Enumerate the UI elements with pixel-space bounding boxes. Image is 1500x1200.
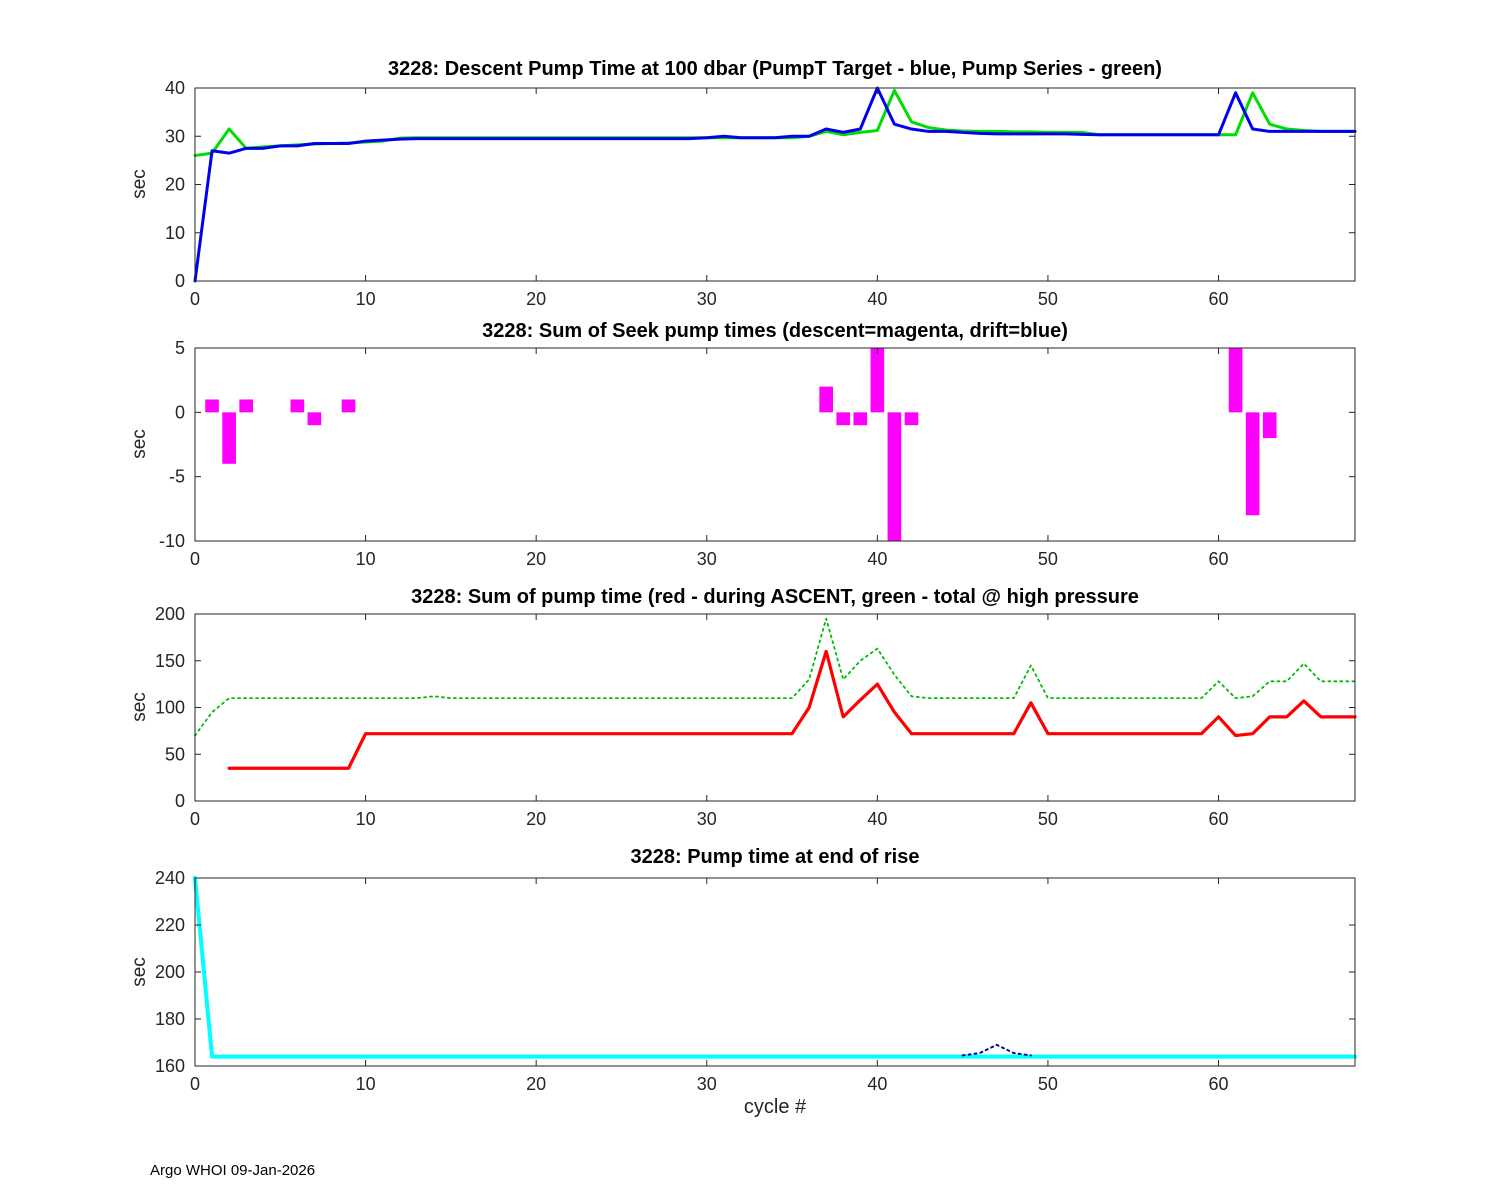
x-tick-label: 40 — [867, 549, 887, 569]
x-tick-label: 30 — [697, 549, 717, 569]
y-tick-label: 240 — [155, 868, 185, 888]
plot4-title: 3228: Pump time at end of rise — [630, 846, 920, 868]
y-tick-label: 40 — [165, 78, 185, 98]
series-pump time at end of rise — [193, 876, 1357, 1059]
x-tick-label: 10 — [356, 1074, 376, 1094]
y-tick-label: 200 — [155, 962, 185, 982]
x-tick-label: 20 — [526, 549, 546, 569]
x-tick-label: 20 — [526, 289, 546, 309]
y-tick-label: 180 — [155, 1009, 185, 1029]
bar-descent — [1262, 412, 1277, 439]
plot1-title: 3228: Descent Pump Time at 100 dbar (Pum… — [388, 58, 1162, 80]
x-tick-label: 40 — [867, 809, 887, 829]
y-tick-label: 160 — [155, 1056, 185, 1076]
series-dotted bump — [961, 1043, 1032, 1057]
plot2-title: 3228: Sum of Seek pump times (descent=ma… — [482, 320, 1068, 342]
x-tick-label: 40 — [867, 1074, 887, 1094]
bar-descent — [870, 348, 885, 413]
plot4-ylabel: sec — [129, 957, 150, 987]
x-tick-label: 60 — [1209, 809, 1229, 829]
bar-descent — [819, 386, 833, 413]
bar-descent — [904, 412, 919, 426]
x-axis-label: cycle # — [743, 1096, 807, 1118]
y-tick-label: 5 — [175, 338, 185, 358]
x-tick-label: 50 — [1038, 809, 1058, 829]
x-tick-label: 0 — [190, 289, 200, 309]
y-tick-label: 0 — [175, 271, 185, 291]
y-tick-label: 200 — [155, 604, 185, 624]
x-tick-label: 60 — [1209, 549, 1229, 569]
y-tick-label: 30 — [165, 126, 185, 146]
x-tick-label: 50 — [1038, 549, 1058, 569]
bar-descent — [239, 399, 253, 413]
x-tick-label: 0 — [190, 1074, 200, 1094]
bar-descent — [853, 412, 868, 426]
plot1-ylabel: sec — [129, 169, 150, 199]
axes-box — [194, 877, 1356, 1067]
x-tick-label: 60 — [1209, 1074, 1229, 1094]
series-PumpT Target — [193, 86, 1357, 283]
axes-box — [194, 613, 1356, 802]
plot3-title: 3228: Sum of pump time (red - during ASC… — [411, 586, 1139, 608]
plot-2: 0 10 20 30 40 50 60 -10 -5 0 5 — [159, 338, 1356, 569]
y-tick-label: 50 — [165, 744, 185, 764]
y-tick-label: 10 — [165, 223, 185, 243]
x-tick-label: 30 — [697, 1074, 717, 1094]
axes-box — [194, 347, 1356, 542]
x-tick-label: 30 — [697, 809, 717, 829]
x-tick-label: 0 — [190, 549, 200, 569]
plot3-ylabel: sec — [129, 692, 150, 722]
series-during ASCENT — [227, 649, 1357, 770]
x-tick-label: 10 — [356, 289, 376, 309]
bar-descent — [205, 399, 219, 413]
x-tick-label: 10 — [356, 809, 376, 829]
y-tick-label: 150 — [155, 651, 185, 671]
x-tick-label: 10 — [356, 549, 376, 569]
x-tick-label: 20 — [526, 1074, 546, 1094]
y-tick-label: 100 — [155, 698, 185, 718]
bar-descent — [290, 399, 305, 413]
plot2-ylabel: sec — [129, 429, 150, 459]
x-tick-label: 30 — [697, 289, 717, 309]
bar-descent — [307, 412, 322, 426]
y-tick-label: -5 — [169, 467, 185, 487]
axes-box — [194, 87, 1356, 282]
x-tick-label: 40 — [867, 289, 887, 309]
y-tick-label: 20 — [165, 175, 185, 195]
bar-descent — [1228, 348, 1243, 413]
bar-descent — [1245, 412, 1260, 516]
footer-text: Argo WHOI 09-Jan-2026 — [150, 1162, 316, 1179]
plot-4: 0 10 20 30 40 50 60 160 180 200 220 240 — [155, 868, 1357, 1094]
y-tick-label: 220 — [155, 915, 185, 935]
y-tick-label: -10 — [159, 531, 185, 551]
bar-descent — [836, 412, 851, 426]
bar-descent — [222, 412, 236, 464]
series-total @ high pressure — [194, 617, 1356, 737]
plot-3: 0 10 20 30 40 50 60 0 50 100 150 200 — [155, 604, 1357, 829]
bar-descent — [887, 412, 902, 541]
bar-descent — [341, 399, 356, 413]
plot-1: 0 10 20 30 40 50 60 0 10 20 30 40 — [165, 78, 1357, 309]
y-tick-label: 0 — [175, 402, 185, 422]
y-tick-label: 0 — [175, 791, 185, 811]
x-tick-label: 50 — [1038, 1074, 1058, 1094]
x-tick-label: 60 — [1209, 289, 1229, 309]
x-tick-label: 50 — [1038, 289, 1058, 309]
x-tick-label: 0 — [190, 809, 200, 829]
x-tick-label: 20 — [526, 809, 546, 829]
series-Pump Series — [193, 88, 1357, 158]
